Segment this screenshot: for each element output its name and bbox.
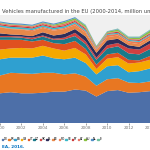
Text: Vehicles manufactured in the EU (2000-2014, million units): Vehicles manufactured in the EU (2000-20… [2,9,150,14]
Text: EA, 2016.: EA, 2016. [2,144,24,148]
Legend: DE, FR, ES, GB, IT, CZ, SK, PL, BE, RO, SE, PT, AT, HU, NL, FI: DE, FR, ES, GB, IT, CZ, SK, PL, BE, RO, … [2,138,102,141]
